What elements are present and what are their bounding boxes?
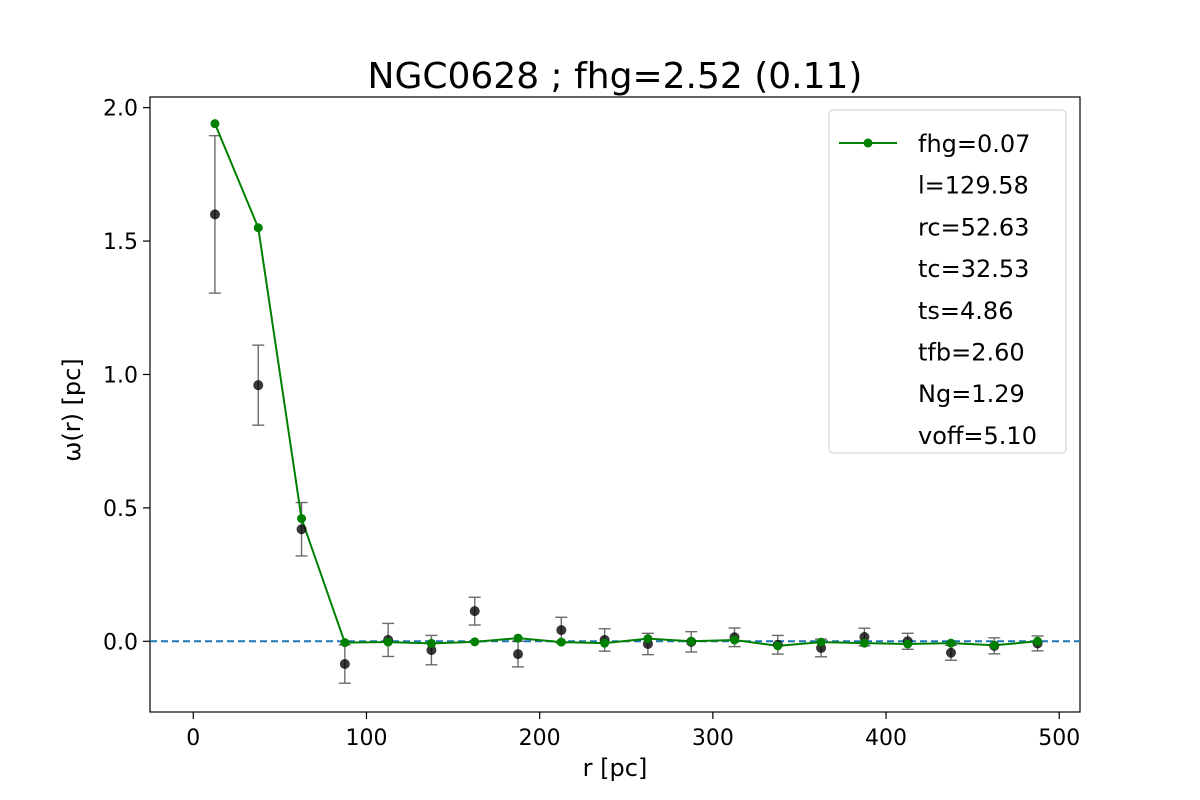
y-tick-label: 1.5 (103, 230, 138, 255)
observed-point (209, 209, 220, 220)
plot-area: 0 100 200 300 400 500 0.0 0.5 1.0 1.5 2.0 (103, 96, 1081, 751)
model-point (556, 637, 566, 647)
legend-entry: tfb=2.60 (918, 339, 1025, 367)
x-tick-label: 300 (692, 726, 734, 751)
x-tick-label: 100 (345, 726, 387, 751)
y-tick-label: 1.0 (103, 363, 138, 388)
y-tick-label: 2.0 (103, 97, 138, 122)
model-point (426, 638, 436, 648)
model-point (686, 636, 696, 646)
legend-entry: voff=5.10 (918, 422, 1037, 450)
y-tick-label: 0.5 (103, 497, 138, 522)
x-tick-label: 200 (519, 726, 561, 751)
model-point (210, 119, 220, 129)
x-tick-label: 500 (1038, 726, 1080, 751)
observed-point (469, 606, 480, 617)
legend-label-model: fhg=0.07 (918, 130, 1030, 158)
y-axis-label: ω(r) [pc] (58, 358, 86, 461)
model-point (903, 639, 913, 649)
model-point (383, 637, 393, 647)
model-point (470, 637, 480, 647)
legend: fhg=0.07 l=129.58 rc=52.63 tc=32.53 ts=4.86 t… (828, 109, 1067, 454)
model-point (946, 638, 956, 648)
observed-point (253, 380, 264, 391)
observed-point (339, 658, 350, 669)
model-point (643, 634, 653, 644)
legend-entry: rc=52.63 (918, 213, 1029, 241)
legend-entry: tc=32.53 (918, 255, 1029, 283)
model-point (600, 638, 610, 648)
legend-entry: Ng=1.29 (918, 380, 1025, 408)
observed-point (296, 524, 307, 535)
model-point (1033, 636, 1043, 646)
model-point (773, 641, 783, 651)
observed-point (513, 649, 524, 660)
x-tick-label: 0 (186, 726, 200, 751)
legend-marker-model (863, 138, 873, 148)
model-point (513, 633, 523, 643)
model-point (253, 223, 263, 233)
observed-point (556, 625, 567, 636)
y-tick-label: 0.0 (103, 630, 138, 655)
legend-box (828, 109, 1067, 454)
legend-entry: ts=4.86 (918, 297, 1013, 325)
x-tick-label: 400 (865, 726, 907, 751)
model-line (214, 123, 1038, 647)
model-point (989, 640, 999, 650)
observed-point (945, 647, 956, 658)
plot-frame (149, 96, 1081, 713)
chart-title: NGC0628 ; fhg=2.52 (0.11) (368, 56, 863, 97)
observed-point (426, 645, 437, 656)
model-point (297, 514, 307, 524)
legend-entry: l=129.58 (918, 172, 1029, 200)
model-point (816, 637, 826, 647)
x-axis-label: r [pc] (583, 754, 648, 782)
model-point (340, 638, 350, 648)
model-point (729, 635, 739, 645)
model-point (859, 638, 869, 648)
